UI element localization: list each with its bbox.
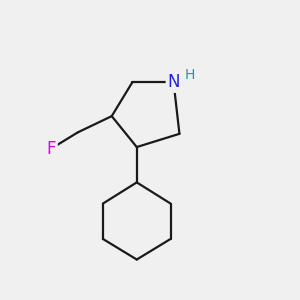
- Text: H: H: [184, 68, 195, 82]
- Text: N: N: [167, 73, 180, 91]
- Text: F: F: [46, 140, 56, 158]
